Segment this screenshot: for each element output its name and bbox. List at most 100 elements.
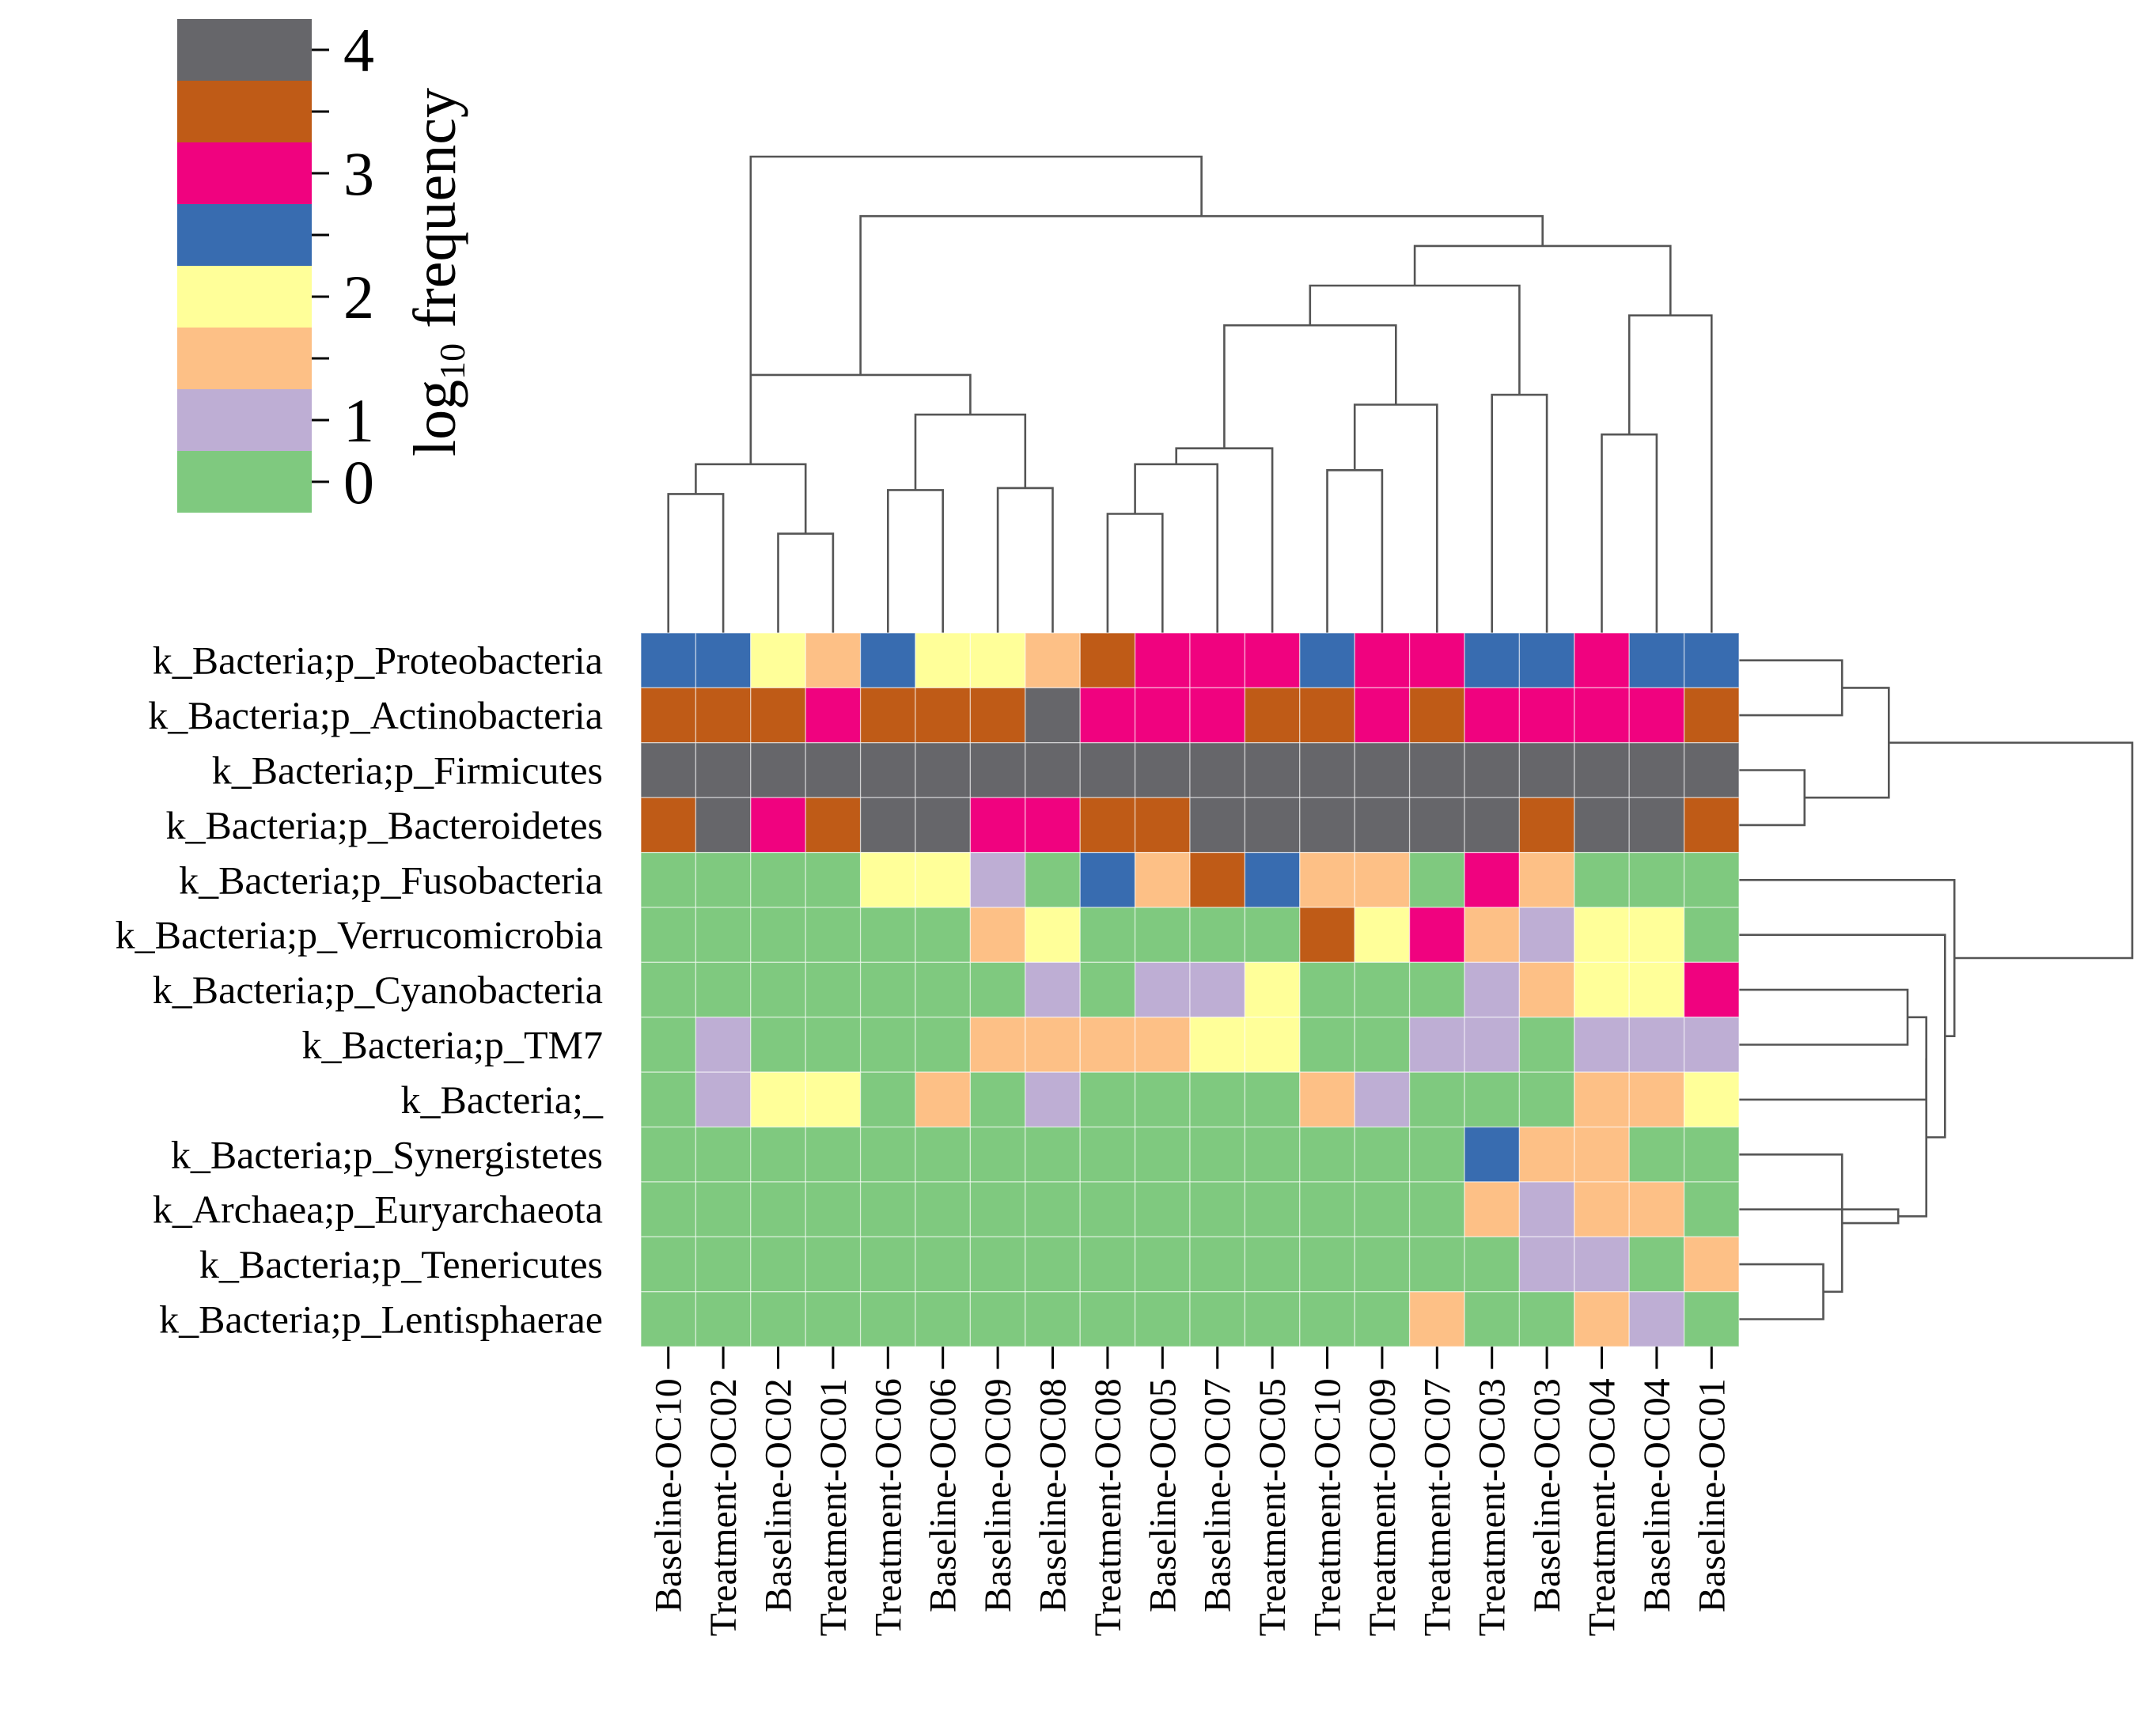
heatmap-cell [1354, 632, 1411, 689]
heatmap-cell [1025, 1126, 1081, 1183]
column-label: Baseline-OC01 [1691, 1378, 1733, 1612]
heatmap-cell [1189, 1181, 1246, 1238]
heatmap-cell [695, 1291, 752, 1347]
dendrogram-branch [1889, 741, 2134, 960]
heatmap-cell [1574, 1126, 1630, 1183]
column-labels: Baseline-OC10 Treatment-OC02 Baseline-OC02… [648, 1378, 1734, 1636]
heatmap-cell [805, 742, 862, 798]
heatmap-cell [640, 632, 697, 689]
heatmap-cell [1189, 687, 1246, 744]
heatmap-cell [915, 907, 972, 964]
heatmap-cell [1683, 1236, 1740, 1293]
heatmap-cell [1628, 687, 1685, 744]
legend-swatch [177, 451, 312, 513]
heatmap-cell [1683, 1017, 1740, 1073]
heatmap-cell [1244, 961, 1301, 1018]
heatmap-cell [1189, 742, 1246, 798]
heatmap-cell [640, 1071, 697, 1128]
legend-tick-label: 3 [343, 139, 374, 208]
heatmap-cell [1408, 907, 1465, 964]
heatmap-cell [1408, 1236, 1465, 1293]
heatmap-cell [640, 1126, 697, 1183]
dendrogram-branch [1739, 769, 1806, 827]
heatmap-cell [859, 632, 916, 689]
heatmap-cell [1464, 1291, 1521, 1347]
heatmap-cell [695, 742, 752, 798]
dendrogram-branch [1175, 447, 1274, 633]
dendrogram-branch [1326, 469, 1384, 633]
heatmap-cell [1518, 1181, 1575, 1238]
heatmap-cell [695, 797, 752, 854]
heatmap-cell [1408, 961, 1465, 1018]
heatmap-cell [1079, 907, 1136, 964]
heatmap-cell [695, 1017, 752, 1073]
dendrogram-branch [1106, 513, 1164, 633]
heatmap-cell [1354, 1017, 1411, 1073]
heatmap-cell [640, 1291, 697, 1347]
heatmap-cell [969, 797, 1026, 854]
heatmap-cell [1299, 797, 1355, 854]
heatmap-cell [1574, 687, 1630, 744]
heatmap-cell [1683, 687, 1740, 744]
heatmap-cell [969, 851, 1026, 908]
legend-ticks: 4 3 2 10 [312, 16, 374, 517]
heatmap-cell [1408, 797, 1465, 854]
heatmap-cell [1189, 1071, 1246, 1128]
heatmap-cell [1683, 632, 1740, 689]
heatmap-cell [915, 1181, 972, 1238]
heatmap-cell [640, 1017, 697, 1073]
heatmap-cell [915, 1291, 972, 1347]
heatmap-cell [859, 1181, 916, 1238]
column-label: Treatment-OC08 [1087, 1378, 1129, 1636]
heatmap-cell [1518, 1017, 1575, 1073]
dendrogram-branch [887, 489, 944, 633]
heatmap-cell [969, 1017, 1026, 1073]
heatmap-cell [1574, 1181, 1630, 1238]
dendrogram-branch [1491, 393, 1548, 633]
heatmap-cell [1299, 907, 1355, 964]
heatmap-cell [1025, 1017, 1081, 1073]
heatmap-cell [1354, 687, 1411, 744]
heatmap-cell [1464, 907, 1521, 964]
dendrogram-branch [996, 487, 1054, 633]
heatmap-cell [969, 1181, 1026, 1238]
heatmap-cell [1299, 851, 1355, 908]
heatmap-cell [750, 1071, 806, 1128]
heatmap-cell [1354, 961, 1411, 1018]
column-label: Treatment-OC03 [1472, 1378, 1514, 1636]
legend-tick-label: 2 [343, 263, 374, 331]
heatmap-cell [915, 1071, 972, 1128]
heatmap-cell [1079, 742, 1136, 798]
heatmap-cell [1408, 1126, 1465, 1183]
heatmap-cell [1628, 851, 1685, 908]
heatmap-cell [640, 687, 697, 744]
heatmap-cell [1408, 632, 1465, 689]
heatmap-cell [1299, 632, 1355, 689]
heatmap-cell [805, 1126, 862, 1183]
heatmap-cell [1518, 1291, 1575, 1347]
heatmap-cell [1683, 742, 1740, 798]
heatmap-cell [1574, 1017, 1630, 1073]
heatmap-cell [1189, 797, 1246, 854]
heatmap-cell [1189, 851, 1246, 908]
heatmap-cell [805, 687, 862, 744]
heatmap-cell [1079, 687, 1136, 744]
heatmap-cell [1244, 687, 1301, 744]
heatmap-cell [1354, 1291, 1411, 1347]
heatmap-cell [1628, 797, 1685, 854]
heatmap-cell [1134, 907, 1191, 964]
heatmap-cell [1299, 1126, 1355, 1183]
row-label: k_Bacteria;p_Proteobacteria [153, 638, 603, 683]
legend-swatch [177, 389, 312, 451]
heatmap-cell [1299, 1071, 1355, 1128]
heatmap-cell [915, 632, 972, 689]
legend-swatch [177, 328, 312, 389]
dendrogram-branch [1804, 687, 1890, 799]
heatmap-cell [1244, 632, 1301, 689]
heatmap-cell [805, 1071, 862, 1128]
row-label: k_Bacteria;p_Cyanobacteria [153, 968, 603, 1012]
heatmap-cell [969, 1126, 1026, 1183]
heatmap-cell [1354, 1071, 1411, 1128]
heatmap-cell [695, 907, 752, 964]
